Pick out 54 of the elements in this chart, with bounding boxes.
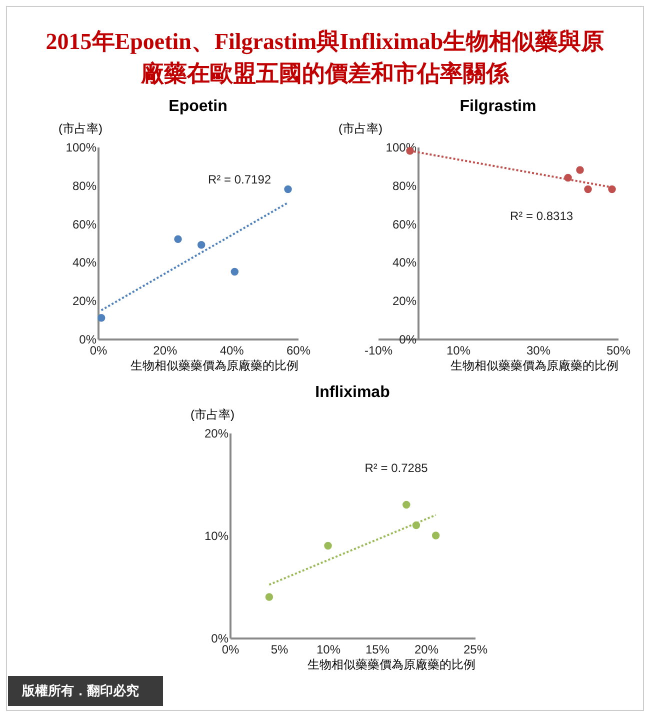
y-tick-label: 60%: [72, 217, 97, 232]
x-axis-title: 生物相似藥藥價為原廠藥的比例: [450, 358, 618, 372]
x-tick-label: 15%: [365, 642, 390, 656]
chart-title: Filgrastim: [460, 98, 536, 115]
x-tick-label: 10%: [446, 344, 471, 358]
x-tick-label: 0%: [222, 642, 240, 656]
annotation: R² = 0.7192: [208, 172, 272, 187]
y-tick-label: 20%: [392, 294, 417, 308]
x-tick-label: 5%: [270, 642, 288, 656]
y-tick-label: 40%: [72, 256, 97, 270]
y-tick-label: 0%: [211, 632, 229, 646]
x-tick-label: 60%: [286, 344, 311, 358]
x-tick-label: 0%: [90, 344, 108, 358]
y-tick-label: 80%: [392, 178, 417, 193]
annotation: R² = 0.8313: [510, 209, 574, 224]
x-tick-label: 10%: [316, 642, 341, 656]
y-tick-label: 10%: [204, 529, 229, 543]
x-axis-title: 生物相似藥藥價為原廠藥的比例: [308, 658, 476, 672]
x-tick-label: 25%: [463, 642, 488, 656]
point: [265, 593, 274, 601]
y-tick-label: 60%: [392, 217, 417, 232]
y-tick-label: 80%: [72, 178, 97, 193]
chart-title: Infliximab: [315, 384, 390, 401]
point: [608, 185, 616, 194]
text: 版權所有．翻印必究: [8, 676, 163, 706]
point: [197, 241, 206, 249]
y-tick-label: 100%: [66, 140, 97, 154]
point: [402, 500, 410, 509]
point: [432, 532, 440, 540]
y-tick-label: 0%: [399, 332, 417, 346]
point: [576, 166, 584, 174]
point: [174, 235, 182, 244]
y-axis-title: (市占率): [338, 122, 382, 136]
x-tick-label: 30%: [526, 344, 551, 358]
x-tick-label: 20%: [414, 642, 439, 656]
chart-title: Epoetin: [168, 98, 228, 115]
text: 2015年Epoetin、Filgrastim與Infliximab生物相似藥與原廠藥在歐盟五國的價差和市佔率關係: [44, 28, 606, 88]
point: [584, 185, 592, 194]
point: [284, 185, 292, 194]
x-tick-label: -10%: [364, 344, 393, 358]
y-tick-label: 0%: [79, 332, 97, 346]
point: [230, 268, 239, 276]
y-axis-title: (市占率): [58, 122, 102, 136]
y-tick-label: 20%: [204, 426, 229, 440]
x-axis-title: 生物相似藥藥價為原廠藥的比例: [130, 358, 298, 372]
x-tick-label: 40%: [220, 344, 244, 358]
y-axis-title: (市占率): [190, 408, 234, 422]
y-tick-label: 40%: [392, 256, 417, 270]
point: [97, 314, 106, 322]
annotation: R² = 0.7285: [364, 460, 428, 475]
x-tick-label: 20%: [153, 344, 178, 358]
point: [324, 542, 332, 550]
x-tick-label: 50%: [606, 344, 631, 358]
y-tick-label: 20%: [72, 294, 97, 308]
